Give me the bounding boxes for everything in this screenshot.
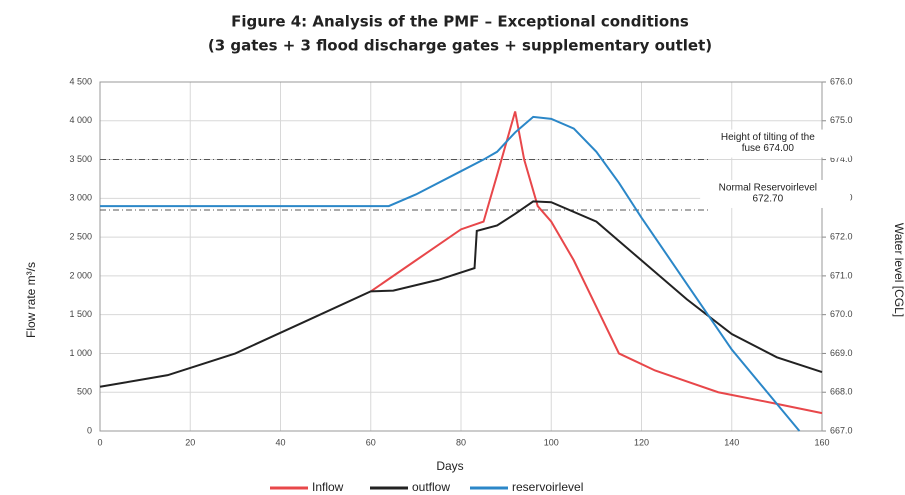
y2-tick-label: 671.0 — [830, 270, 853, 280]
annotation-box — [700, 179, 851, 208]
y-tick-label: 500 — [77, 387, 92, 397]
y-tick-label: 3 500 — [69, 154, 92, 164]
y2-tick-label: 667.0 — [830, 425, 853, 435]
x-axis-label: Days — [436, 459, 463, 473]
x-tick-label: 140 — [724, 437, 739, 447]
x-tick-label: 60 — [366, 437, 376, 447]
annotation: 672.70 — [753, 194, 784, 205]
y-axis-label: Flow rate m³/s — [24, 262, 38, 338]
x-tick-label: 80 — [456, 437, 466, 447]
y2-tick-label: 669.0 — [830, 348, 853, 358]
legend-label: reservoirlevel — [512, 480, 583, 494]
y-tick-label: 2 500 — [69, 231, 92, 241]
line-series — [100, 115, 801, 432]
plot-frame — [99, 81, 823, 432]
x-tick-label: 120 — [634, 437, 649, 447]
y2-tick-label: 672.0 — [830, 231, 853, 241]
annotation: Height of tilting of the — [721, 132, 815, 143]
x-tick-label: 160 — [814, 437, 829, 447]
legend-label: outflow — [412, 480, 450, 494]
annotation: fuse 674.00 — [742, 143, 795, 154]
y-tick-label: 1 000 — [69, 348, 92, 358]
line-series — [370, 111, 823, 415]
y2-tick-label: 670.0 — [830, 309, 853, 319]
y2-axis-label: Water level [CGL] — [892, 223, 905, 317]
y2-tick-label: 668.0 — [830, 387, 853, 397]
y2-tick-label: 675.0 — [830, 115, 853, 125]
annotation-box — [700, 129, 851, 158]
annotation: Normal Reservoirlevel — [719, 183, 817, 194]
y2-tick-label: 674.0 — [830, 154, 853, 164]
chart-title: Figure 4: Analysis of the PMF – Exceptio… — [231, 13, 689, 31]
y-tick-label: 2 000 — [69, 270, 92, 280]
y-tick-label: 4 500 — [69, 76, 92, 86]
x-tick-label: 20 — [185, 437, 195, 447]
y2-tick-label: 676.0 — [830, 76, 853, 86]
legend-label: Inflow — [312, 480, 344, 494]
line-series — [99, 200, 823, 388]
y-tick-label: 1 500 — [69, 309, 92, 319]
y-tick-label: 4 000 — [69, 115, 92, 125]
y-tick-label: 3 000 — [69, 193, 92, 203]
chart-title: (3 gates + 3 flood discharge gates + sup… — [208, 37, 712, 55]
x-tick-label: 100 — [544, 437, 559, 447]
y-tick-label: 0 — [87, 425, 92, 435]
x-tick-label: 0 — [97, 437, 102, 447]
x-tick-label: 40 — [275, 437, 285, 447]
